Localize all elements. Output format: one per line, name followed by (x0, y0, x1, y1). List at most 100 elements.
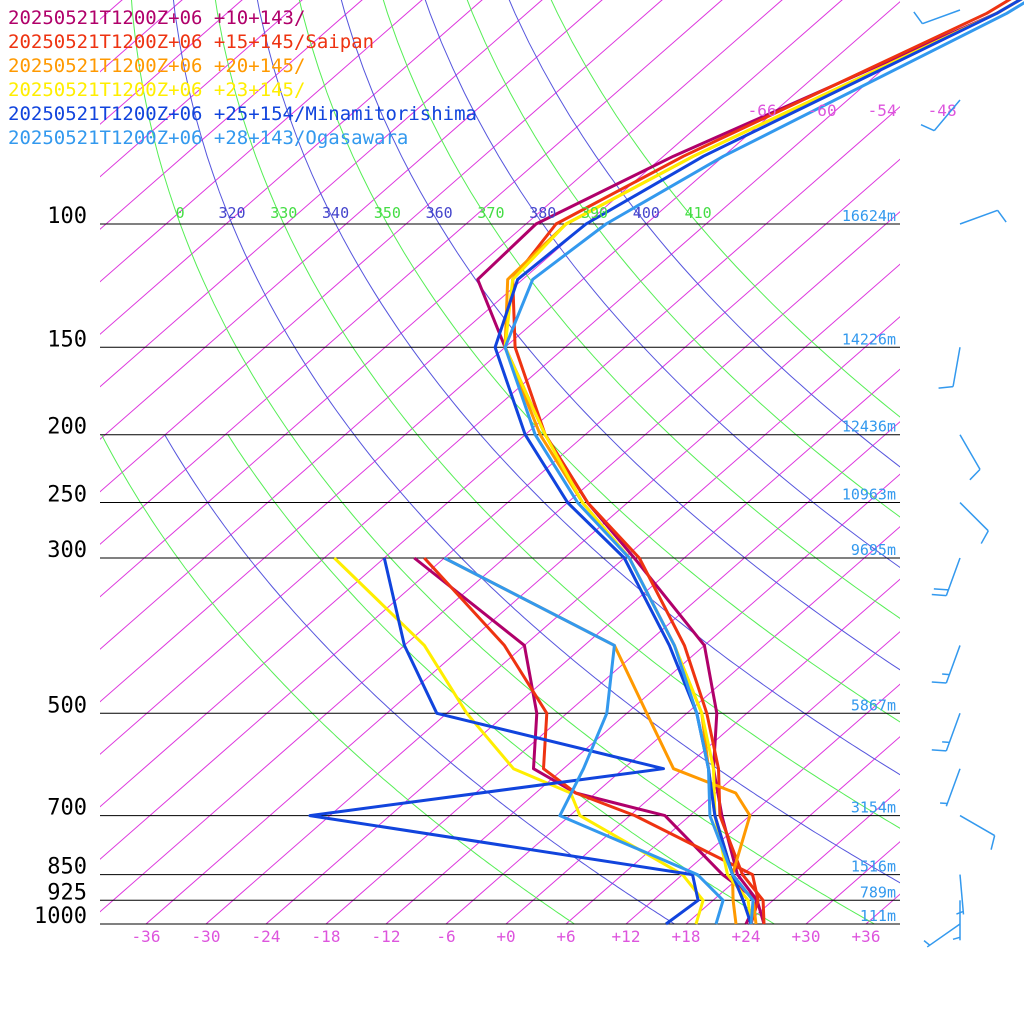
theta-label: 370 (477, 204, 504, 222)
isotherm-line (745, 788, 900, 924)
isotherm-label: -66 (748, 101, 777, 120)
legend-item-saipan: 20250521T1200Z+06 +15+145/Saipan (8, 31, 375, 53)
temperature-profile-4 (503, 0, 1023, 925)
dry-adiabat-line (340, 0, 900, 671)
legend-item-ogasawara: 20250521T1200Z+06 +28+143/Ogasawara (8, 127, 409, 149)
height-label: 12436m (842, 418, 896, 436)
temperature-tick-label: +24 (732, 927, 761, 946)
theta-label: 330 (270, 204, 297, 222)
temperature-tick-label: +6 (556, 927, 575, 946)
isotherm-label: -54 (868, 101, 897, 120)
dry-adiabat-line (172, 0, 900, 884)
theta-label: 400 (633, 204, 660, 222)
dry-adiabat-line (382, 0, 900, 619)
temperature-profile-5 (493, 0, 1023, 925)
dry-adiabat-line (101, 434, 576, 924)
dry-adiabat-line (424, 0, 900, 569)
dewpoint-profile-5 (308, 557, 700, 926)
height-label: 14226m (842, 330, 896, 348)
temperature-tick-label: -12 (372, 927, 401, 946)
isotherm-line (505, 578, 900, 924)
dewpoint-profile-3 (443, 556, 752, 925)
wind-barb (940, 768, 961, 807)
height-label: 3154m (851, 799, 896, 817)
temperature-tick-label: -18 (312, 927, 341, 946)
wind-barbs (913, 9, 1007, 948)
sounding-profiles (308, 0, 1024, 926)
theta-label: 390 (581, 204, 608, 222)
wind-barb (931, 645, 961, 684)
theta-label: 360 (426, 204, 453, 222)
legend: 20250521T1200Z+06 +10+143/ 20250521T1200… (8, 6, 477, 150)
isotherm-line (145, 263, 900, 924)
isobar-lines (100, 223, 900, 925)
legend-item-station-3: 20250521T1200Z+06 +20+145/ (8, 55, 306, 77)
legend-item-minamitorishima: 20250521T1200Z+06 +25+154/Minamitorishim… (8, 103, 477, 125)
dry-adiabat-line (214, 0, 900, 829)
legend-item-station-4: 20250521T1200Z+06 +23+145/ (8, 79, 306, 101)
height-label: 10963m (842, 486, 896, 504)
wind-barb (913, 9, 961, 25)
pressure-label: 250 (47, 483, 87, 508)
temperature-profile-6 (503, 1, 1024, 925)
dry-adiabat-line (131, 0, 876, 924)
pressure-label: 200 (47, 415, 87, 440)
pressure-label: 850 (47, 855, 87, 880)
pressure-label: 500 (47, 693, 87, 718)
isotherm-line (565, 631, 900, 924)
isotherm-line (325, 421, 900, 924)
pressure-label: 700 (47, 796, 87, 821)
isotherm-line (625, 683, 900, 924)
temperature-tick-label: +12 (612, 927, 641, 946)
pressure-label: 100 (47, 204, 87, 229)
legend-item-station-1: 20250521T1200Z+06 +10+143/ (8, 7, 306, 29)
theta-label: 0 (176, 204, 185, 222)
dewpoint-profile-2 (423, 556, 760, 925)
height-label: 16624m (842, 207, 896, 225)
height-label: 789m (860, 883, 896, 901)
temperature-tick-label: +36 (852, 927, 881, 946)
wind-barb (959, 434, 981, 481)
dry-adiabat-line (298, 0, 900, 723)
pressure-label: 150 (47, 327, 87, 352)
dry-adiabat-line (466, 0, 900, 518)
theta-label: 320 (218, 204, 245, 222)
dry-adiabat-lines (101, 0, 900, 924)
dry-adiabat-line (164, 434, 676, 924)
wind-barb (931, 557, 961, 597)
wind-barb (959, 814, 996, 850)
isotherm-line (385, 473, 900, 924)
theta-label: 410 (685, 204, 712, 222)
pressure-label: 300 (47, 538, 87, 563)
wind-barb (931, 713, 961, 752)
theta-label: 340 (322, 204, 349, 222)
wind-barb (959, 502, 989, 544)
wind-barb (920, 99, 961, 132)
dry-adiabat-line (227, 434, 776, 924)
axis-labels: 100 16624m 150 14226m 200 12436m 250 10963m 300 9… (34, 101, 957, 946)
wind-barb (952, 900, 961, 941)
temperature-tick-label: +30 (792, 927, 821, 946)
isotherm-line (805, 841, 900, 924)
theta-label: 380 (529, 204, 556, 222)
temperature-tick-label: +18 (672, 927, 701, 946)
temperature-tick-label: -30 (192, 927, 221, 946)
pressure-label: 925 (47, 880, 87, 905)
pressure-label: 1000 (34, 904, 87, 929)
dry-adiabat-line (256, 0, 900, 776)
isotherm-label: -48 (928, 101, 957, 120)
dewpoint-profile-6 (443, 556, 725, 925)
height-label: 9695m (851, 541, 896, 559)
wind-barb (938, 347, 961, 389)
temperature-tick-label: -24 (252, 927, 281, 946)
isotherm-line (205, 316, 900, 924)
temperature-tick-label: -36 (132, 927, 161, 946)
height-label: 1516m (851, 858, 896, 876)
wind-barb (923, 923, 961, 948)
height-label: 5867m (851, 696, 896, 714)
theta-label: 350 (374, 204, 401, 222)
height-label: 111m (860, 907, 896, 925)
isotherm-line (865, 893, 900, 924)
wind-barb (959, 209, 1007, 225)
isotherm-label: -60 (808, 101, 837, 120)
